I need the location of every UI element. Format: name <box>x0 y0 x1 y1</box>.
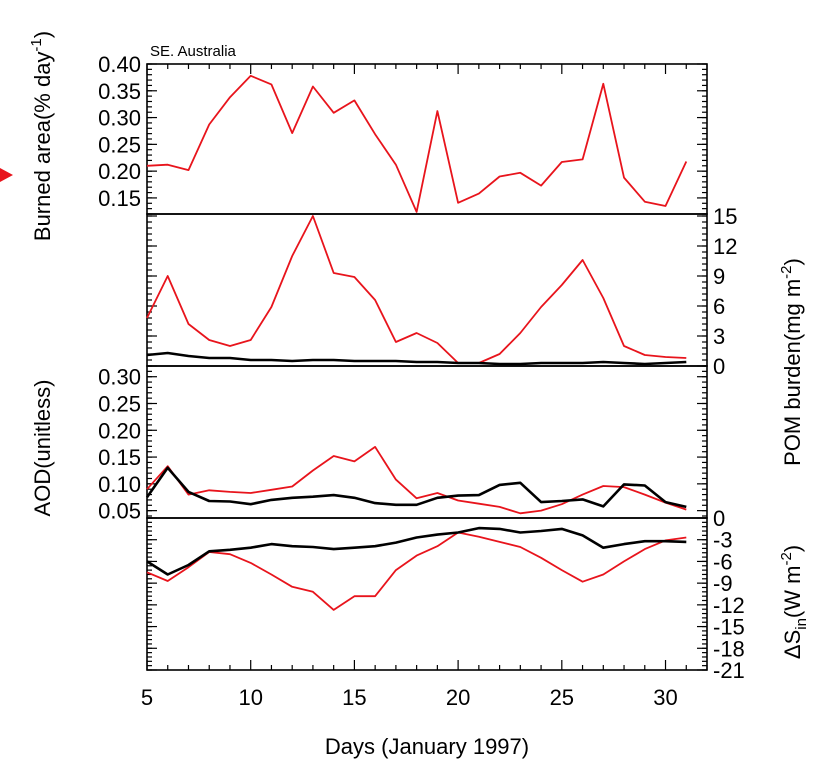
y-tick-label: 6 <box>713 294 725 319</box>
panel-burned-area: 0.150.200.250.300.350.40 <box>98 52 708 215</box>
y-axis-title-sup: -1 <box>28 38 45 51</box>
y-axis-title-burned-area: Burned area(% day-1) <box>28 31 55 241</box>
y-axis-title-delta-s: ΔSin(W m-2) <box>778 545 810 659</box>
x-axis-title: Days (January 1997) <box>325 734 529 759</box>
series-line-pom-burden-1 <box>146 351 687 366</box>
y-tick-label: 0.10 <box>98 472 141 497</box>
x-tick-label: 25 <box>550 685 574 710</box>
y-tick-label: 0.25 <box>98 132 141 157</box>
y-tick-label: -21 <box>713 658 745 683</box>
y-axis-title-sup: -2 <box>778 265 795 278</box>
panel-aod: 0.050.100.150.200.250.30 <box>98 365 708 524</box>
y-tick-label: 0.05 <box>98 499 141 524</box>
y-axis-title-sub: in <box>793 618 810 630</box>
series-line-burned-area-0 <box>146 74 688 213</box>
panels-group: 0.150.200.250.300.350.40036912150.050.10… <box>98 52 745 683</box>
y-axis-title-main: ΔS <box>780 630 805 659</box>
y-axis-title-pom-burden: POM burden(mg m-2) <box>778 258 805 466</box>
panel-pom-burden: 0 3 6 9 12 15 <box>146 204 737 379</box>
y-axis-title-main: Burned area(% day <box>30 52 55 242</box>
panel-frame-burned-area <box>146 63 708 215</box>
panel-frame-delta-s <box>146 517 708 671</box>
y-axis-title-aod: AOD(unitless) <box>30 380 55 517</box>
series-line-pom-burden-0 <box>146 215 687 364</box>
y-tick-label: 0.30 <box>98 365 141 390</box>
y-tick-label: -3 <box>713 528 733 553</box>
y-tick-label: 0.15 <box>98 186 141 211</box>
y-tick-label: 9 <box>713 264 725 289</box>
y-tick-label: -6 <box>713 549 733 574</box>
y-axis-title-sup: -2 <box>778 552 795 565</box>
y-axis-title-main: AOD(unitless) <box>30 380 55 517</box>
x-tick-label: 15 <box>342 685 366 710</box>
x-tick-label: 30 <box>653 685 677 710</box>
y-tick-label: 0.40 <box>98 52 141 77</box>
y-axis-title-after: (W m <box>780 566 805 619</box>
y-axis-title-main: POM burden(mg m <box>780 279 805 466</box>
left-arrow-marker <box>0 168 13 182</box>
panel-delta-s: 0-3-6-9-12-15-18-21 <box>146 506 745 683</box>
series-line-delta-s-1 <box>146 526 687 576</box>
y-axis-title-tail: ) <box>780 545 805 552</box>
x-axis: 5 10 15 20 25 30 <box>141 64 708 710</box>
y-axis-title-tail: ) <box>30 31 55 38</box>
y-tick-label: 15 <box>713 204 737 229</box>
series-line-aod-0 <box>146 445 687 515</box>
y-tick-label: 0.20 <box>98 418 141 443</box>
y-tick-label: -18 <box>713 636 745 661</box>
y-tick-label: -12 <box>713 593 745 618</box>
y-tick-label: 12 <box>713 234 737 259</box>
y-tick-label: 0.30 <box>98 106 141 131</box>
series-line-delta-s-0 <box>146 531 687 611</box>
y-tick-label: 0.15 <box>98 445 141 470</box>
x-tick-label: 10 <box>238 685 262 710</box>
x-tick-label: 5 <box>141 685 153 710</box>
y-tick-label: -9 <box>713 571 733 596</box>
series-line-aod-1 <box>145 466 687 509</box>
y-tick-label: 0.25 <box>98 392 141 417</box>
y-axis-title-tail: ) <box>780 258 805 265</box>
y-tick-label: 0 <box>713 354 725 379</box>
y-tick-label: 0 <box>713 506 725 531</box>
x-tick-label: 20 <box>446 685 470 710</box>
y-tick-label: -15 <box>713 615 745 640</box>
y-tick-label: 0.20 <box>98 159 141 184</box>
y-tick-label: 3 <box>713 324 725 349</box>
region-title: SE. Australia <box>150 43 237 60</box>
y-tick-label: 0.35 <box>98 79 141 104</box>
